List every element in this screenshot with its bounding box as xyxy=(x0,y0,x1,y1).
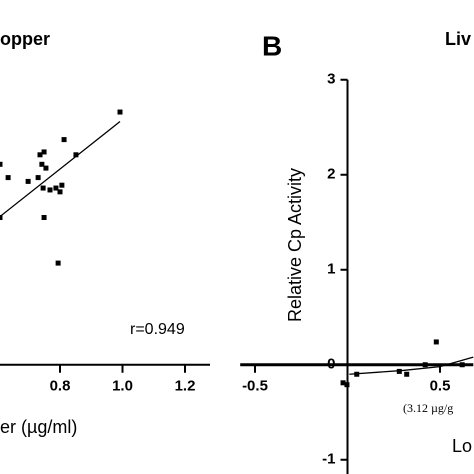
point xyxy=(41,215,47,220)
x-tick-label: 1.0 xyxy=(112,378,133,395)
point xyxy=(396,368,402,374)
y-tick-label: 3 xyxy=(327,71,335,88)
x-tick-label: -0.5 xyxy=(242,378,268,395)
point xyxy=(422,362,428,368)
point xyxy=(47,187,53,193)
point xyxy=(35,175,41,181)
fit-line xyxy=(349,356,474,375)
point xyxy=(0,215,3,220)
point xyxy=(61,137,67,143)
point xyxy=(5,175,11,181)
point xyxy=(0,161,3,167)
point xyxy=(117,109,123,115)
point xyxy=(41,149,47,155)
point xyxy=(25,178,31,184)
x-axis-label: Lo xyxy=(452,436,472,456)
panel-label: B xyxy=(262,30,282,61)
y-tick-label: -1 xyxy=(322,451,335,468)
point xyxy=(59,182,65,188)
point xyxy=(344,382,350,388)
point xyxy=(37,152,43,158)
x-tick-label: 0.8 xyxy=(50,378,71,395)
y-tick-label: 1 xyxy=(327,261,335,278)
y-axis-label: Relative Cp Activity xyxy=(285,168,305,322)
point xyxy=(43,165,49,171)
chart-title: Liv xyxy=(445,29,471,49)
point xyxy=(39,161,45,167)
y-tick-label: 0 xyxy=(327,356,335,373)
x-axis-sublabel: (3.12 µg/g xyxy=(403,401,453,415)
point xyxy=(459,362,465,368)
x-tick-label: 1.2 xyxy=(175,378,196,395)
chart-title: opper xyxy=(0,29,50,49)
point xyxy=(73,152,79,158)
point xyxy=(53,185,59,191)
point xyxy=(55,260,61,266)
annotation: r=0.949 xyxy=(130,321,185,338)
point xyxy=(404,371,410,377)
point xyxy=(40,185,46,191)
fit-line xyxy=(0,121,121,218)
point xyxy=(340,380,346,386)
x-axis-label: er (µg/ml) xyxy=(0,417,77,437)
point xyxy=(433,339,439,345)
y-tick-label: 2 xyxy=(327,166,335,183)
x-tick-label: 0.5 xyxy=(430,378,451,395)
point xyxy=(57,189,63,195)
